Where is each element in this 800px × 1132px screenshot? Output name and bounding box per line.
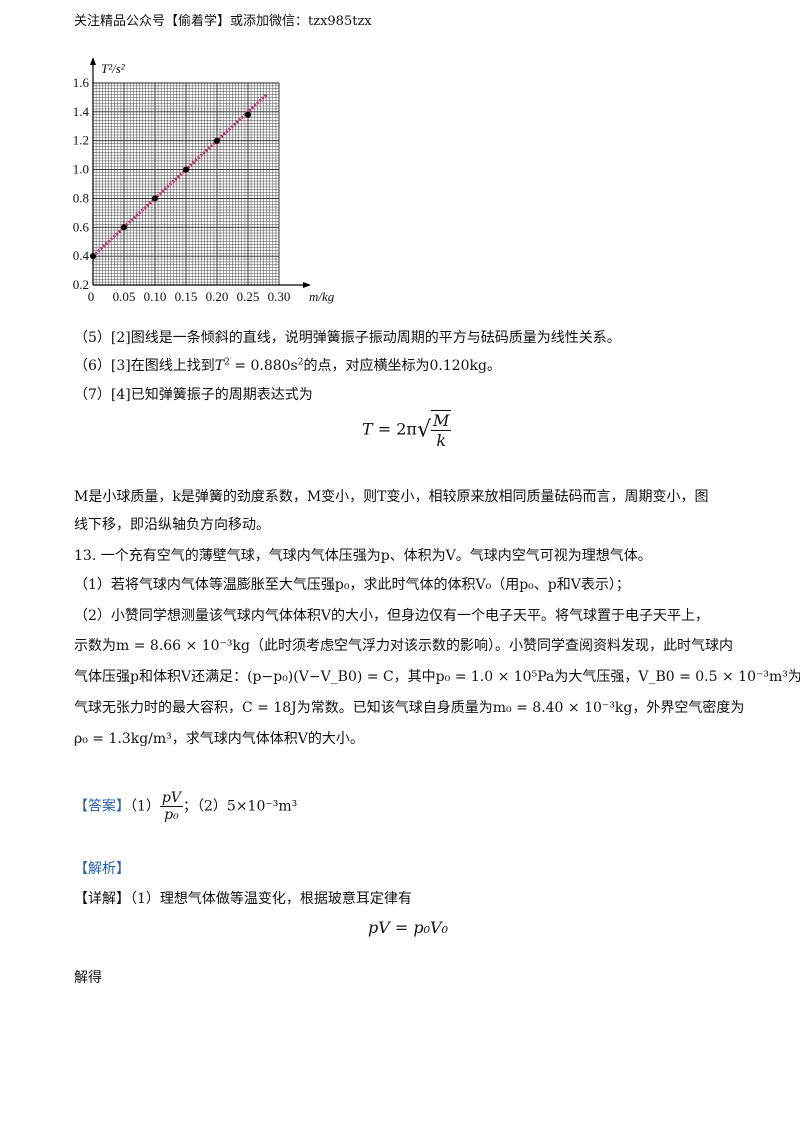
x-tick-label: 0.10 xyxy=(144,289,167,304)
para-line-2: 线下移，即沿纵轴负方向移动。 xyxy=(74,517,270,533)
solution-6-part3: 的点，对应横坐标为0.120kg。 xyxy=(303,358,501,374)
boyle-formula: pV = p₀V₀ xyxy=(368,918,448,937)
scatter-chart: 0 0.05 0.10 0.15 0.20 0.25 0.30 0.2 0.4 0.6 0.8 1.0… xyxy=(73,57,335,304)
x-tick-label: 0 xyxy=(88,289,95,304)
solution-7: （7）[4]已知弹簧振子的周期表达式为 xyxy=(74,387,313,403)
detail-line: 【详解】（1）理想气体做等温变化，根据玻意耳定律有 xyxy=(74,888,412,908)
y-axis-arrow-icon xyxy=(90,57,96,65)
detail-text: （1）理想气体做等温变化，根据玻意耳定律有 xyxy=(130,891,412,907)
solution-6-part1: （6）[3]在图线上找到 xyxy=(74,358,215,374)
data-point xyxy=(214,137,220,144)
answer-fraction: pV p₀ xyxy=(159,790,183,823)
data-point xyxy=(90,253,96,260)
y-tick-label: 0.6 xyxy=(73,219,90,234)
answer-num: pV xyxy=(159,790,183,807)
formula-lhs: T xyxy=(362,419,373,439)
data-point xyxy=(245,111,251,118)
answer-sep: ；（2） xyxy=(183,798,227,815)
y-tick-label: 1.4 xyxy=(73,104,90,119)
y-tick-label: 0.8 xyxy=(73,190,89,205)
analysis-label: 【解析】 xyxy=(74,861,130,877)
y-axis-label: T²/s² xyxy=(101,61,126,76)
page-header: 关注精品公众号【偷着学】或添加微信：tzx985tzx xyxy=(74,14,372,29)
answer-part1: （1） xyxy=(130,798,160,815)
q13-line-3: （2）小赞同学想测量该气球内气体体积V的大小，但身边仅有一个电子天平。将气球置于… xyxy=(74,608,710,624)
q13-line-7: ρ₀ = 1.3kg/m³，求气球内气体体积V的大小。 xyxy=(74,731,364,747)
answer-line: 【答案】（1） pV p₀ ；（2）5×10⁻³m³ xyxy=(74,790,297,823)
x-tick-label: 0.20 xyxy=(206,289,229,304)
solution-5: （5）[2]图线是一条倾斜的直线，说明弹簧振子振动周期的平方与砝码质量为线性关系… xyxy=(74,330,621,346)
x-tick-label: 0.15 xyxy=(175,289,198,304)
solution-6: （6）[3]在图线上找到T2 = 0.880s2的点，对应横坐标为0.120kg… xyxy=(74,355,501,375)
q13-line-6: 气球无张力时的最大容积，C = 18J为常数。已知该气球自身质量为m₀ = 8.… xyxy=(74,700,745,716)
sqrt-icon: √ xyxy=(416,417,431,443)
formula-eq: = 2π xyxy=(372,419,417,439)
answer-value: 5×10⁻³m³ xyxy=(226,798,298,815)
formula-den: k xyxy=(436,431,447,450)
q13-line-4: 示数为m = 8.66 × 10⁻³kg（此时须考虑空气浮力对该示数的影响）。小… xyxy=(74,638,733,654)
jiede-text: 解得 xyxy=(74,970,102,986)
solution-6-part2: = 0.880s xyxy=(229,358,298,374)
q13-line-2: （1）若将气球内气体等温膨胀至大气压强p₀，求此时气体的体积V₀（用p₀、p和V… xyxy=(74,577,630,593)
x-axis-label: m/kg xyxy=(309,289,335,304)
solution-6-sup: 2 xyxy=(224,357,230,368)
q13-line-1: 13. 一个充有空气的薄壁气球，气球内气体压强为p、体积为V。气球内空气可视为理… xyxy=(74,548,652,564)
answer-den: p₀ xyxy=(164,807,179,823)
data-point xyxy=(121,224,127,231)
solution-6-sup2: 2 xyxy=(297,357,304,368)
para-line-1: M是小球质量，k是弹簧的劲度系数，M变小，则T变小，相较原来放相同质量砝码而言，… xyxy=(74,489,709,505)
answer-label: 【答案】 xyxy=(74,798,130,815)
x-tick-label: 0.30 xyxy=(268,289,291,304)
x-tick-label: 0.25 xyxy=(237,289,260,304)
y-tick-label: 1.6 xyxy=(73,75,90,90)
x-tick-label: 0.05 xyxy=(113,289,136,304)
data-point xyxy=(183,166,189,173)
solution-6-var: T xyxy=(214,358,225,374)
q13-line-5: 气体压强p和体积V还满足：(p−p₀)(V−V_B0) = C，其中p₀ = 1… xyxy=(74,669,800,685)
y-tick-label: 0.2 xyxy=(73,277,89,292)
x-axis-arrow-icon xyxy=(303,282,311,288)
y-tick-label: 0.4 xyxy=(73,248,90,263)
data-point xyxy=(152,195,158,202)
y-tick-label: 1.0 xyxy=(73,162,89,177)
detail-label: 【详解】 xyxy=(74,891,130,907)
formula-num: M xyxy=(430,411,452,431)
y-tick-label: 1.2 xyxy=(73,133,89,148)
